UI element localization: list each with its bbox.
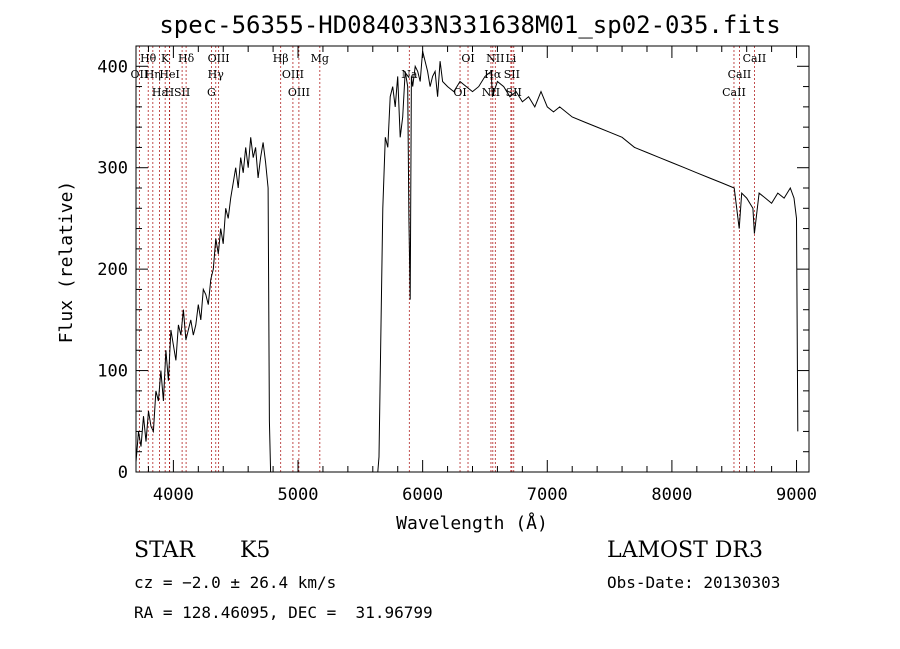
- y-tick-label: 200: [97, 260, 128, 280]
- x-axis-ticks: 4000 5000 6000 7000 8000 9000: [147, 46, 817, 505]
- y-tick-label: 100: [97, 362, 128, 382]
- x-axis-label: Wavelength (Å): [396, 512, 548, 534]
- y-axis-ticks: 0 100 200 300 400: [97, 57, 809, 483]
- line-marker-label: Hα: [484, 68, 502, 81]
- y-tick-label: 400: [97, 57, 128, 77]
- x-tick-label: 5000: [278, 485, 319, 505]
- line-marker-label: CaII: [722, 86, 746, 99]
- x-tick-label: 7000: [527, 485, 568, 505]
- line-marker-label: HeI: [159, 68, 179, 81]
- line-marker-label: OI: [461, 52, 474, 65]
- line-marker-label: OIII: [282, 68, 304, 81]
- line-marker-label: Hβ: [273, 52, 289, 65]
- redshift-cz: cz = −2.0 ± 26.4 km/s: [134, 573, 337, 592]
- x-tick-label: 4000: [153, 485, 194, 505]
- survey-label: LAMOST DR3: [607, 538, 763, 563]
- line-marker-label: Hε: [152, 86, 168, 99]
- line-marker-label: OII: [131, 68, 149, 81]
- line-marker-label: CaII: [743, 52, 767, 65]
- line-marker-label: Li: [505, 52, 516, 65]
- coordinates: RA = 128.46095, DEC = 31.96799: [134, 603, 433, 622]
- x-tick-label: 6000: [402, 485, 443, 505]
- line-marker-label: NII: [482, 86, 500, 99]
- line-marker-label: G: [207, 86, 216, 99]
- observation-date: Obs-Date: 20130303: [607, 573, 781, 592]
- line-marker-label: CaII: [728, 68, 752, 81]
- line-marker-label: NII: [486, 52, 504, 65]
- line-marker-label: K: [161, 52, 170, 65]
- line-marker-label: OIII: [288, 86, 310, 99]
- spectrum-line: [135, 50, 799, 473]
- line-marker-label: SII: [504, 68, 520, 81]
- y-tick-label: 0: [118, 463, 128, 483]
- x-tick-label: 8000: [651, 485, 692, 505]
- line-marker-label: SII: [174, 86, 190, 99]
- line-marker-label: Mg: [311, 52, 329, 65]
- line-marker-label: H: [165, 86, 175, 99]
- line-marker-label: OIII: [208, 52, 230, 65]
- plot-frame: [135, 45, 810, 473]
- object-subclass: K5: [240, 538, 271, 563]
- chart-title: spec-56355-HD084033N331638M01_sp02-035.f…: [159, 11, 780, 39]
- emission-line-markers: [138, 46, 755, 472]
- line-marker-label: Hθ: [140, 52, 157, 65]
- line-marker-label: OI: [453, 86, 466, 99]
- line-marker-label: Na: [401, 68, 418, 81]
- line-marker-label: Hδ: [178, 52, 195, 65]
- y-axis-label: Flux (relative): [56, 181, 77, 344]
- object-class: STAR: [134, 538, 195, 563]
- line-marker-label: Hη: [145, 68, 161, 81]
- y-tick-label: 300: [97, 159, 128, 179]
- x-tick-label: 9000: [776, 485, 817, 505]
- line-marker-label: Hγ: [208, 68, 225, 81]
